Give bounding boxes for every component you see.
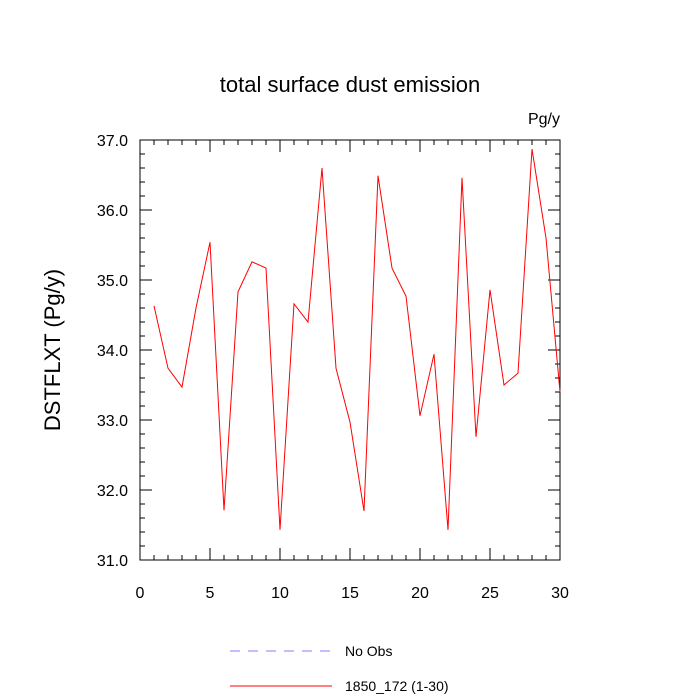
series-layer [153, 149, 561, 530]
series-line [153, 149, 561, 530]
axis-tick-labels: 0 5 10 15 20 25 30 31.0 32.0 33.0 34.0 35.0 36.0 37.0 [97, 133, 569, 602]
x-tick-label: 0 [136, 585, 145, 602]
legend-label-1850-172: 1850_172 (1-30) [345, 678, 449, 694]
y-tick-label: 35.0 [97, 273, 128, 290]
y-tick-label: 34.0 [97, 343, 128, 360]
chart-title: total surface dust emission [220, 72, 480, 97]
units-label: Pg/y [528, 111, 560, 128]
legend: No Obs 1850_172 (1-30) [230, 643, 449, 694]
y-tick-label: 37.0 [97, 133, 128, 150]
y-tick-label: 31.0 [97, 553, 128, 570]
y-axis-label: DSTFLXT (Pg/y) [40, 269, 65, 431]
plot-frame [139, 139, 561, 561]
y-tick-label: 33.0 [97, 413, 128, 430]
axis-ticks [139, 139, 561, 561]
y-tick-label: 36.0 [97, 203, 128, 220]
x-tick-label: 15 [341, 585, 359, 602]
x-tick-label: 5 [206, 585, 215, 602]
y-tick-label: 32.0 [97, 483, 128, 500]
x-tick-label: 30 [551, 585, 569, 602]
x-tick-label: 25 [481, 585, 499, 602]
x-tick-label: 10 [271, 585, 289, 602]
x-tick-label: 20 [411, 585, 429, 602]
legend-label-no-obs: No Obs [345, 643, 392, 659]
